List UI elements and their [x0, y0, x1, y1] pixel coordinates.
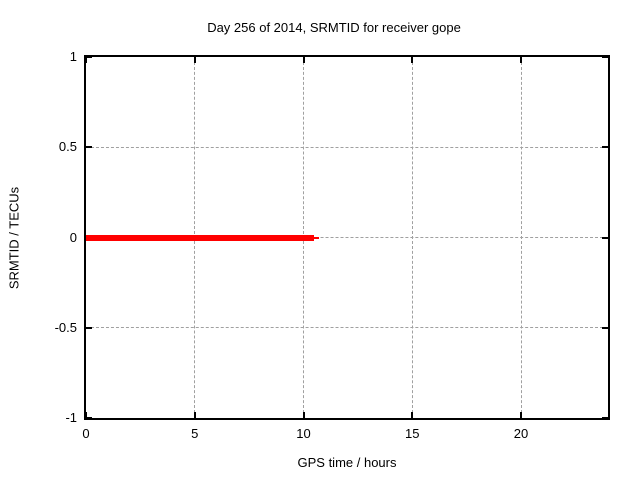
x-tick-top: [411, 57, 414, 63]
x-tick-label-20: 20: [513, 426, 529, 441]
y-tick-left: [86, 56, 92, 58]
y-tick-label-1: 1: [69, 49, 77, 64]
x-tick-top: [520, 57, 522, 63]
y-tick-right: [602, 326, 608, 329]
x-tick-label-15: 15: [405, 426, 420, 441]
series-line-srmtid-thin-tail: [314, 236, 319, 239]
gridline-y-0: [86, 237, 608, 238]
y-tick-left: [86, 326, 92, 329]
x-tick-top: [302, 57, 305, 63]
x-tick-label-10: 10: [296, 426, 311, 441]
y-tick-right: [602, 146, 608, 149]
y-tick-left: [86, 146, 92, 149]
gridline-y--0.5: [86, 327, 608, 329]
y-tick-right: [602, 56, 608, 58]
x-tick-bottom: [411, 412, 414, 418]
x-tick-top: [85, 57, 87, 63]
x-tick-bottom: [193, 412, 196, 418]
x-tick-bottom: [302, 412, 305, 418]
y-tick-right: [602, 417, 608, 419]
y-tick-label-0.5: 0.5: [58, 139, 77, 155]
y-tick-label--0.5: -0.5: [54, 319, 77, 335]
x-tick-bottom: [85, 412, 87, 418]
series-line-srmtid: [86, 234, 315, 241]
y-tick-left: [86, 417, 92, 419]
x-tick-top: [193, 57, 196, 63]
y-tick-right: [602, 236, 608, 239]
x-tick-label-0: 0: [82, 426, 90, 441]
chart-title: Day 256 of 2014, SRMTID for receiver gop…: [207, 20, 461, 35]
plot-area: [84, 55, 610, 420]
x-axis-label: GPS time / hours: [297, 455, 397, 470]
y-tick-label--1: -1: [65, 410, 77, 425]
gridline-y-0.5: [86, 146, 608, 148]
x-tick-bottom: [520, 412, 522, 418]
x-tick-label-5: 5: [191, 426, 199, 441]
y-tick-label-0: 0: [69, 229, 77, 245]
